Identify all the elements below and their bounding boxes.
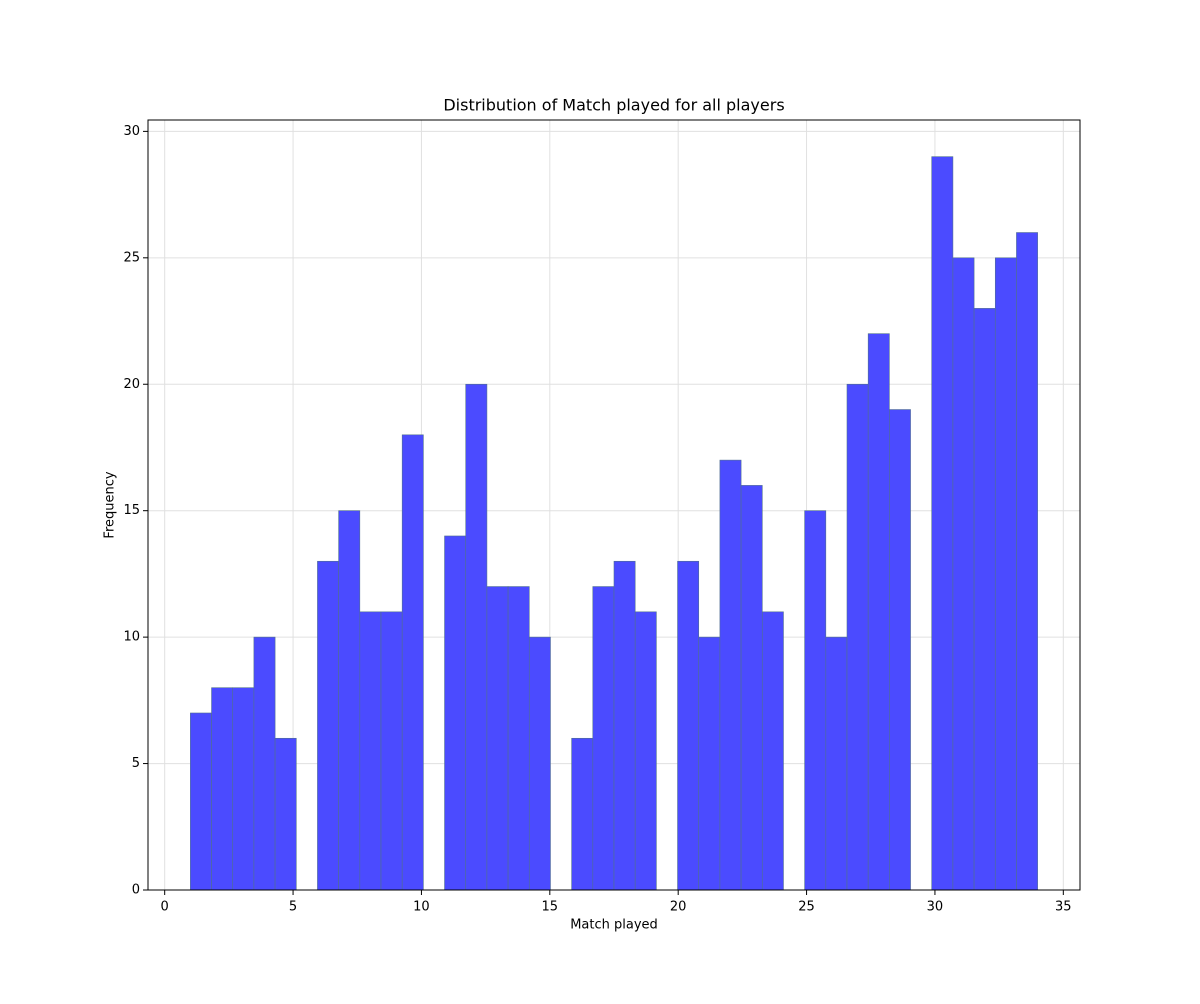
x-tick-label: 5	[289, 900, 297, 915]
y-tick-label: 0	[132, 883, 140, 898]
bar	[401, 434, 424, 891]
bar	[232, 687, 255, 891]
bar	[973, 308, 996, 891]
bar	[465, 383, 488, 891]
grid	[148, 120, 1080, 891]
y-tick-label: 25	[123, 250, 140, 265]
chart-title: Distribution of Match played for all pla…	[443, 96, 784, 115]
bar	[613, 560, 636, 891]
bar	[719, 459, 742, 891]
bar	[528, 636, 551, 891]
x-tick-label: 15	[542, 900, 559, 915]
bar	[804, 510, 827, 891]
x-tick-label: 10	[413, 900, 430, 915]
bar	[634, 611, 657, 891]
y-tick-label: 5	[132, 756, 140, 771]
bar	[846, 383, 869, 891]
bar	[592, 586, 615, 891]
bar	[825, 636, 848, 891]
bar	[317, 560, 339, 891]
bar	[338, 510, 361, 891]
bar	[931, 156, 954, 891]
bar	[211, 687, 234, 891]
bar	[486, 586, 509, 891]
bar	[571, 737, 594, 891]
bar	[952, 257, 975, 891]
bar	[740, 485, 763, 891]
bar	[889, 409, 911, 891]
x-tick-label: 20	[670, 900, 687, 915]
bars	[190, 156, 1038, 891]
bar	[380, 611, 403, 891]
bar	[698, 636, 721, 891]
y-tick-label: 20	[123, 377, 140, 392]
x-tick-label: 30	[927, 900, 944, 915]
bar	[677, 560, 700, 891]
y-tick-label: 30	[123, 124, 140, 139]
bar	[444, 535, 467, 891]
bar	[253, 636, 276, 891]
bar	[190, 712, 212, 891]
bar	[507, 586, 530, 891]
x-tick-label: 0	[161, 900, 169, 915]
bar	[867, 333, 890, 891]
y-axis-label: Frequency	[103, 471, 118, 538]
bar	[359, 611, 382, 891]
x-axis-label: Match played	[570, 918, 658, 933]
ticks: 0 5 10 15 20 25 30 35 0 5 10 15 20 25 30	[123, 124, 1071, 915]
bar	[994, 257, 1017, 891]
y-tick-label: 15	[123, 503, 140, 518]
plot-frame	[147, 119, 1081, 891]
bar	[274, 737, 297, 891]
bar	[761, 611, 784, 891]
x-tick-label: 35	[1055, 900, 1072, 915]
x-tick-label: 25	[798, 900, 815, 915]
bar	[1016, 232, 1038, 891]
y-tick-label: 10	[123, 630, 140, 645]
